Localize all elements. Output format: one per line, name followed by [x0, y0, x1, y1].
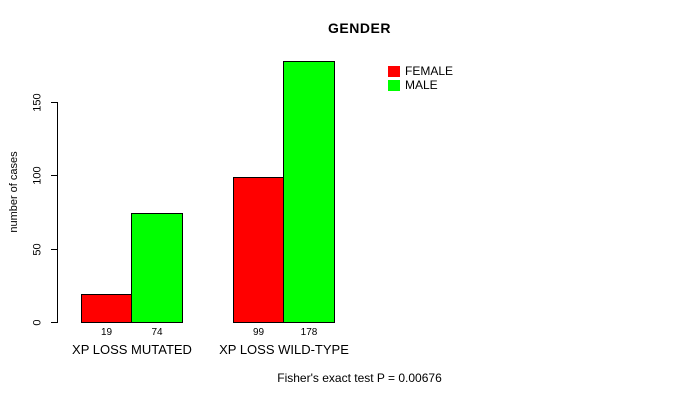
y-tick-label-50: 50	[31, 243, 44, 256]
legend: FEMALE MALE	[388, 64, 454, 94]
bar-value-male-xp-loss-wild-type: 178	[300, 327, 318, 338]
legend-row-female: FEMALE	[388, 64, 454, 78]
bar-value-female-xp-loss-wild-type: 99	[252, 327, 265, 338]
legend-label-female: FEMALE	[405, 64, 454, 78]
y-axis-label: number of cases	[8, 151, 20, 233]
y-tick-label-100: 100	[31, 166, 44, 185]
bar-value-female-xp-loss-mutated: 19	[100, 327, 113, 338]
bar-value-male-xp-loss-mutated: 74	[151, 327, 163, 338]
y-tick-mark-100	[51, 175, 57, 176]
y-tick-mark-150	[51, 102, 57, 103]
chart-title: GENDER	[328, 20, 391, 36]
y-tick-label-0: 0	[31, 319, 44, 326]
legend-swatch-female	[388, 66, 400, 77]
bar-female-xp-loss-wild-type	[233, 177, 284, 323]
y-axis-line	[57, 102, 58, 323]
bar-male-xp-loss-mutated	[131, 213, 183, 323]
category-label-xp-loss-mutated: XP LOSS MUTATED	[72, 342, 192, 357]
bar-male-xp-loss-wild-type	[283, 61, 335, 323]
legend-label-male: MALE	[405, 78, 438, 92]
category-label-xp-loss-wild-type: XP LOSS WILD-TYPE	[219, 342, 349, 357]
stats-caption: Fisher's exact test P = 0.00676	[277, 371, 442, 385]
y-tick-mark-50	[51, 249, 57, 250]
bar-female-xp-loss-mutated	[81, 294, 132, 323]
legend-row-male: MALE	[388, 78, 453, 92]
legend-swatch-male	[388, 80, 400, 91]
y-tick-mark-0	[51, 322, 57, 323]
y-tick-label-150: 150	[31, 93, 44, 112]
